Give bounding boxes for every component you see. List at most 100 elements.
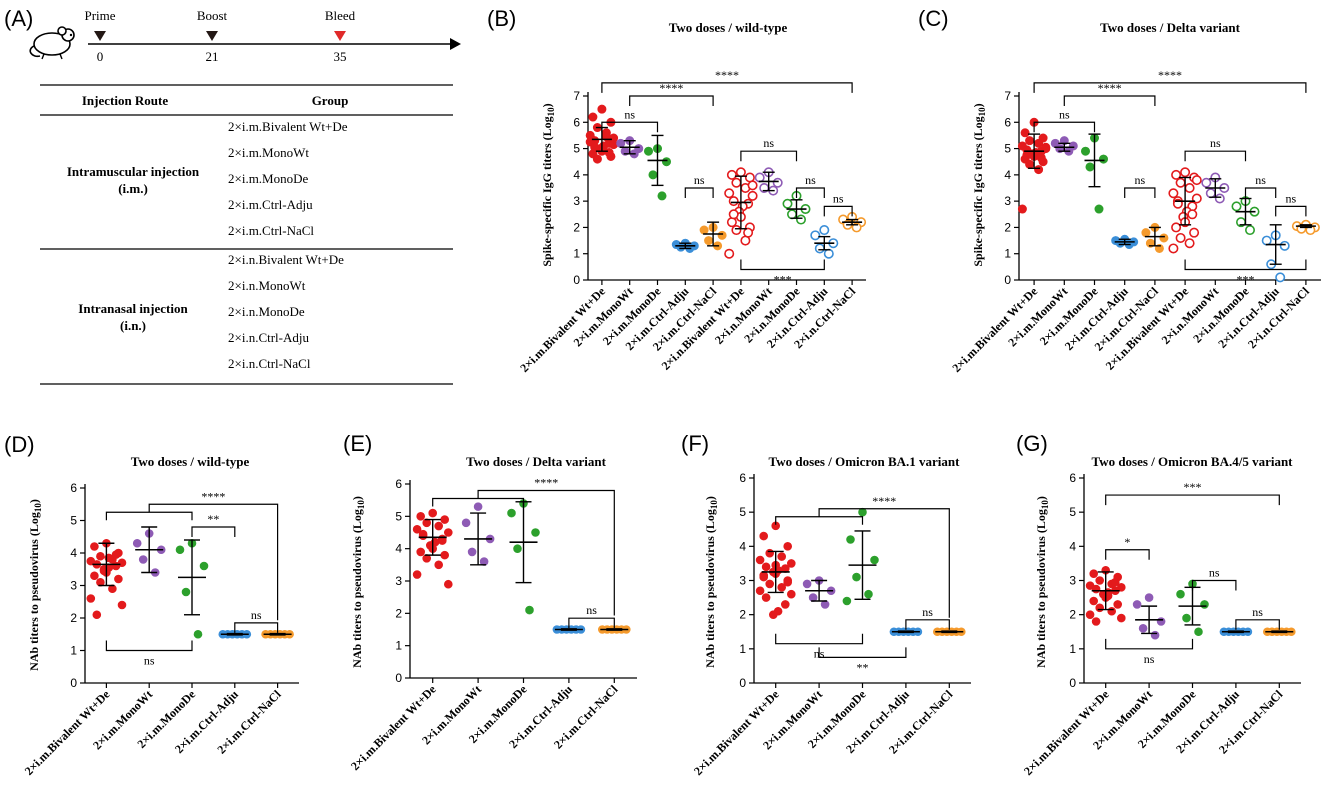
y-tick-label: 6 [395, 477, 402, 491]
data-point [648, 170, 658, 180]
y-tick-label: 7 [1004, 89, 1011, 103]
data-point [175, 545, 185, 555]
data-point [90, 542, 99, 551]
y-tick-label: 1 [395, 639, 402, 653]
table-group-cell: 2×i.n.Bivalent Wt+De [228, 252, 344, 267]
significance-label: *** [774, 272, 792, 286]
timeline-marker-1 [206, 31, 218, 41]
y-tick-label: 1 [573, 247, 580, 261]
data-point [181, 587, 191, 597]
data-point [1245, 225, 1256, 236]
data-point [1182, 613, 1191, 623]
data-point [1187, 209, 1198, 220]
y-tick-label: 5 [573, 142, 580, 156]
data-point [1150, 630, 1160, 640]
data-point [1095, 603, 1104, 613]
data-point [1089, 569, 1098, 578]
data-point [761, 593, 771, 602]
data-point [1036, 153, 1046, 163]
data-point [1261, 235, 1272, 246]
y-tick-label: 2 [739, 608, 746, 622]
panel-letter: (G) [1016, 431, 1048, 456]
data-point [755, 586, 765, 596]
data-point [1171, 222, 1182, 233]
data-point [1085, 610, 1095, 619]
data-point [783, 577, 793, 587]
significance-label: ns [1144, 652, 1155, 666]
significance-bracket [1184, 150, 1247, 162]
data-point [1275, 272, 1286, 283]
data-point [412, 570, 422, 579]
data-point [138, 555, 148, 564]
data-point [199, 561, 209, 571]
significance-label: * [1124, 535, 1130, 549]
data-point [726, 169, 737, 180]
y-tick-label: 3 [1069, 574, 1076, 588]
data-point [731, 225, 742, 236]
data-point [783, 542, 793, 551]
significance-label: ** [207, 512, 219, 526]
table-group-cell: 2×i.n.Ctrl-NaCl [228, 356, 311, 371]
data-point [1117, 613, 1126, 623]
data-point [728, 196, 739, 207]
y-tick-label: 6 [1069, 471, 1076, 485]
significance-label: ns [1285, 191, 1296, 205]
timeline-marker-0 [94, 31, 106, 41]
x-tick-label: 2×i.m.Bivalent Wt+De [1021, 687, 1112, 778]
y-tick-label: 7 [573, 89, 580, 103]
y-tick-label: 4 [1069, 539, 1076, 553]
y-axis-label: Spike-specific IgG titers (Log10) [540, 103, 556, 266]
data-point [699, 225, 709, 235]
significance-label: *** [1184, 480, 1202, 494]
data-point [761, 562, 771, 572]
x-tick-label: 2×i.m.Bivalent Wt+De [348, 682, 439, 773]
data-point [1025, 136, 1035, 146]
significance-bracket [601, 82, 853, 93]
data-point [1034, 165, 1044, 175]
data-point [1095, 576, 1104, 585]
y-axis-label: NAb titers to pseudovirus (Log10) [350, 496, 366, 668]
data-point [765, 579, 775, 589]
x-tick-label: 2×i.m.Bivalent Wt+De [691, 687, 782, 778]
y-tick-label: 1 [1004, 247, 1011, 261]
data-point [676, 242, 686, 252]
significance-bracket [823, 205, 853, 217]
data-point [1094, 204, 1104, 214]
data-point [616, 138, 626, 148]
significance-bracket [1105, 549, 1150, 560]
significance-bracket [740, 150, 798, 162]
data-point [728, 209, 739, 220]
significance-bracket [1184, 259, 1307, 271]
significance-label: ns [624, 107, 635, 121]
data-point [1022, 150, 1032, 160]
panel-letter: (F) [681, 431, 709, 456]
chart-title: Two doses / Delta variant [1100, 20, 1241, 35]
significance-bracket [1244, 187, 1277, 198]
data-point [747, 190, 758, 201]
significance-label: **** [659, 81, 683, 95]
data-point [864, 589, 873, 599]
timeline-marker-2 [334, 31, 346, 41]
data-point [819, 225, 830, 236]
data-point [870, 555, 879, 565]
significance-label: ns [1255, 173, 1266, 187]
data-point [96, 551, 105, 561]
timeline-day-0: 0 [97, 49, 104, 64]
data-point [1200, 600, 1209, 609]
significance-bracket [629, 95, 714, 106]
data-point [731, 177, 742, 188]
y-tick-label: 2 [1004, 220, 1011, 234]
chart-panel-5: (G) Two doses / Omicron BA.4/5 variant NAb… [1016, 431, 1301, 778]
data-point [802, 579, 812, 589]
significance-bracket [795, 187, 825, 198]
data-point [754, 172, 765, 183]
data-point [1175, 232, 1186, 243]
y-tick-label: 4 [70, 546, 77, 560]
data-point [814, 243, 825, 254]
y-axis-label: NAb titers to pseudovirus (Log10) [27, 499, 43, 671]
data-point [1113, 600, 1122, 609]
y-tick-label: 0 [70, 676, 77, 690]
data-point [786, 589, 796, 599]
significance-label: ns [763, 136, 774, 150]
data-point [479, 557, 489, 566]
